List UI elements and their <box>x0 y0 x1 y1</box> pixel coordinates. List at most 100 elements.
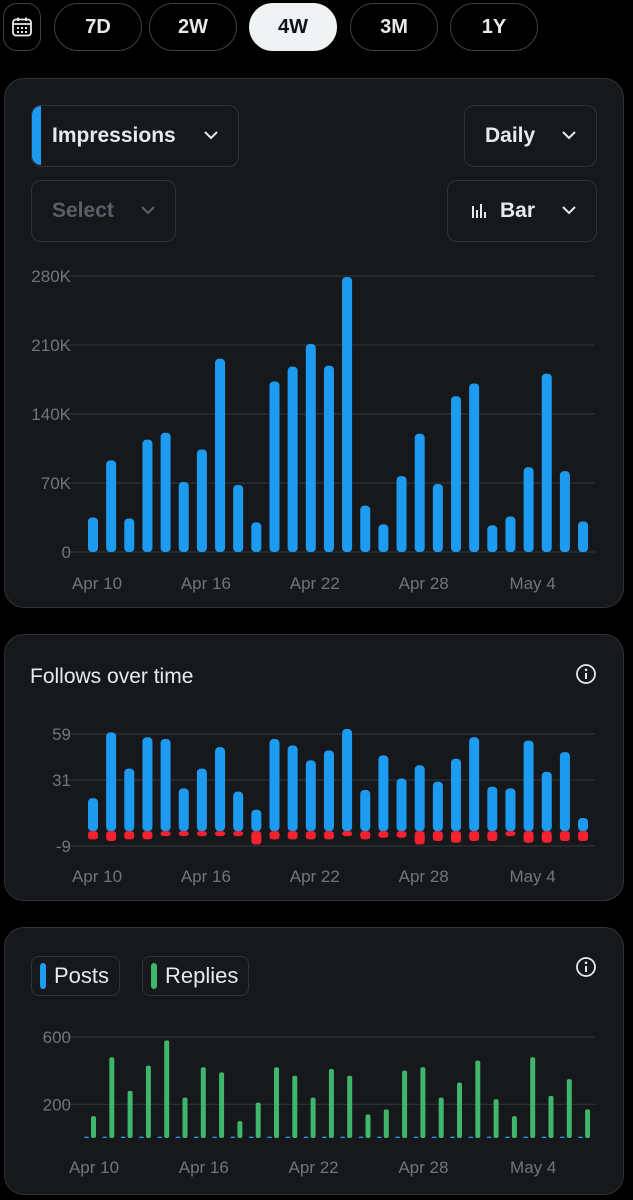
posts-bar <box>267 1136 272 1138</box>
unfollows-bar <box>323 831 334 840</box>
y-tick-label: 210K <box>31 336 71 355</box>
replies-bar <box>274 1067 279 1138</box>
metric-dropdown[interactable]: Impressions <box>31 105 239 167</box>
unfollows-bar <box>215 831 226 837</box>
chart-type-label: Bar <box>500 199 536 222</box>
range-3m-button[interactable]: 3M <box>350 3 438 51</box>
unfollows-bar <box>269 831 280 840</box>
replies-bar <box>530 1057 536 1138</box>
follows-bar <box>160 738 171 832</box>
impressions-bar <box>88 517 98 552</box>
follows-bar <box>142 737 153 832</box>
y-tick-label: 31 <box>52 771 71 790</box>
replies-bar <box>182 1097 188 1138</box>
posts-bar <box>230 1136 236 1138</box>
unfollows-bar <box>287 831 298 840</box>
unfollows-bar <box>523 831 534 843</box>
impressions-bar <box>360 505 371 552</box>
posts-bar <box>413 1136 419 1138</box>
calendar-icon <box>12 17 32 37</box>
replies-bar <box>438 1097 444 1138</box>
legend-posts[interactable]: Posts <box>31 956 121 996</box>
follows-bar <box>414 765 425 832</box>
y-tick-label: 200 <box>43 1095 71 1114</box>
chart-type-dropdown[interactable]: Bar <box>447 180 597 242</box>
x-tick-label: Apr 10 <box>69 1158 119 1177</box>
unfollows-bar <box>487 831 498 842</box>
posts-bar <box>523 1136 529 1138</box>
impressions-bar <box>196 449 207 552</box>
replies-bar <box>255 1102 261 1138</box>
follows-bar <box>469 737 480 832</box>
legend-posts-label: Posts <box>54 963 110 988</box>
impressions-chart: 0 70K 140K 210K 280K Apr 10 Apr 16 Apr 22 Apr 28… <box>31 267 595 593</box>
replies-bar <box>383 1109 389 1138</box>
x-tick-label: Apr 16 <box>181 574 231 593</box>
metric-color-indicator <box>32 106 41 165</box>
interval-dropdown[interactable]: Daily <box>464 105 597 167</box>
follows-bar <box>342 729 353 832</box>
info-icon[interactable] <box>575 663 597 685</box>
follows-bar <box>287 745 298 832</box>
compare-select-dropdown[interactable]: Select <box>31 180 176 242</box>
follows-bar <box>578 818 589 832</box>
posts-bar <box>468 1136 474 1138</box>
follows-bar <box>505 788 516 832</box>
replies-bar <box>145 1065 151 1138</box>
unfollows-bar <box>396 831 407 838</box>
y-tick-label: 0 <box>62 543 71 562</box>
impressions-bar <box>142 439 153 552</box>
impressions-bar <box>396 476 407 552</box>
posts-bar <box>120 1136 126 1138</box>
posts-bar <box>321 1136 327 1138</box>
range-2w-button[interactable]: 2W <box>149 3 237 51</box>
unfollows-bar <box>559 831 570 842</box>
posts-bar <box>541 1136 547 1138</box>
legend-replies[interactable]: Replies <box>142 956 250 996</box>
impressions-bar <box>451 396 461 552</box>
impressions-bar <box>160 432 171 552</box>
replies-bar <box>310 1097 316 1138</box>
unfollows-bar <box>578 831 589 842</box>
follows-bar <box>106 732 117 832</box>
replies-bar <box>493 1099 499 1138</box>
replies-bar <box>585 1109 591 1138</box>
info-icon[interactable] <box>575 956 597 978</box>
impressions-bar <box>323 365 334 552</box>
impressions-bar <box>505 516 516 552</box>
posts-bar <box>376 1136 382 1138</box>
replies-bar <box>200 1067 206 1138</box>
chevron-down-icon <box>141 206 155 215</box>
impressions-bar <box>287 366 298 552</box>
x-tick-label: May 4 <box>510 1158 556 1177</box>
impressions-bar <box>305 344 316 552</box>
posts-replies-chart: 200 600 Apr 10 Apr 16 Apr 22 Apr 28 May 4 <box>43 1028 595 1177</box>
replies-bar <box>548 1095 554 1138</box>
impressions-bar <box>469 383 480 552</box>
range-7d-button[interactable]: 7D <box>54 3 142 51</box>
x-tick-label: Apr 28 <box>399 867 449 886</box>
posts-bar <box>138 1136 144 1138</box>
x-tick-label: Apr 16 <box>179 1158 229 1177</box>
impressions-card: Impressions Daily Select Bar 0 70K 140K 210… <box>4 78 624 608</box>
impressions-bar <box>432 483 443 552</box>
range-4w-button[interactable]: 4W <box>249 3 337 51</box>
legend-replies-label: Replies <box>165 963 239 988</box>
x-tick-label: May 4 <box>509 867 555 886</box>
replies-bar <box>402 1070 408 1138</box>
posts-bar <box>285 1136 291 1138</box>
follows-card: Follows over time -9 31 59 Apr 10 Apr 16 Apr … <box>4 634 624 901</box>
unfollows-bar <box>196 831 207 837</box>
posts-bar <box>559 1136 565 1138</box>
follows-bar <box>360 790 371 832</box>
replies-bar <box>566 1079 572 1138</box>
replies-swatch <box>151 963 157 989</box>
compare-select-placeholder: Select <box>52 199 114 222</box>
replies-bar <box>219 1072 225 1138</box>
impressions-bar <box>523 467 534 552</box>
calendar-button[interactable] <box>3 3 41 51</box>
unfollows-bar <box>160 831 171 837</box>
range-1y-button[interactable]: 1Y <box>450 3 538 51</box>
chevron-down-icon <box>204 131 218 140</box>
x-tick-label: Apr 22 <box>290 574 340 593</box>
